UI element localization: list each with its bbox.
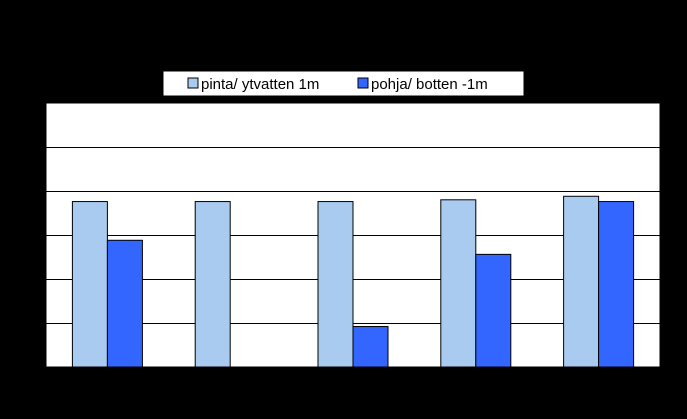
x-ticks xyxy=(169,367,538,372)
legend-label-series-2: pohja/ botten -1m xyxy=(371,76,488,93)
bar-series-2-category-1 xyxy=(106,239,143,368)
bar-series-2-category-4 xyxy=(475,253,512,368)
bar-series-2-category-5 xyxy=(598,201,635,368)
plot-border xyxy=(45,102,661,368)
bar-series-1-category-5 xyxy=(563,195,600,368)
bar-series-1-category-4 xyxy=(440,199,477,368)
legend-box xyxy=(162,70,525,97)
bar-series-1-category-1 xyxy=(71,201,108,368)
legend-label-series-1: pinta/ ytvatten 1m xyxy=(201,76,319,93)
bar-series-1-category-2 xyxy=(194,201,231,368)
bars xyxy=(71,195,635,368)
legend-swatch-series-1 xyxy=(187,77,199,89)
bar-series-1-category-3 xyxy=(317,201,354,368)
legend: pinta/ ytvatten 1m pohja/ botten -1m xyxy=(162,70,525,97)
bar-series-2-category-3 xyxy=(352,326,389,368)
legend-swatch-series-2 xyxy=(357,77,369,89)
